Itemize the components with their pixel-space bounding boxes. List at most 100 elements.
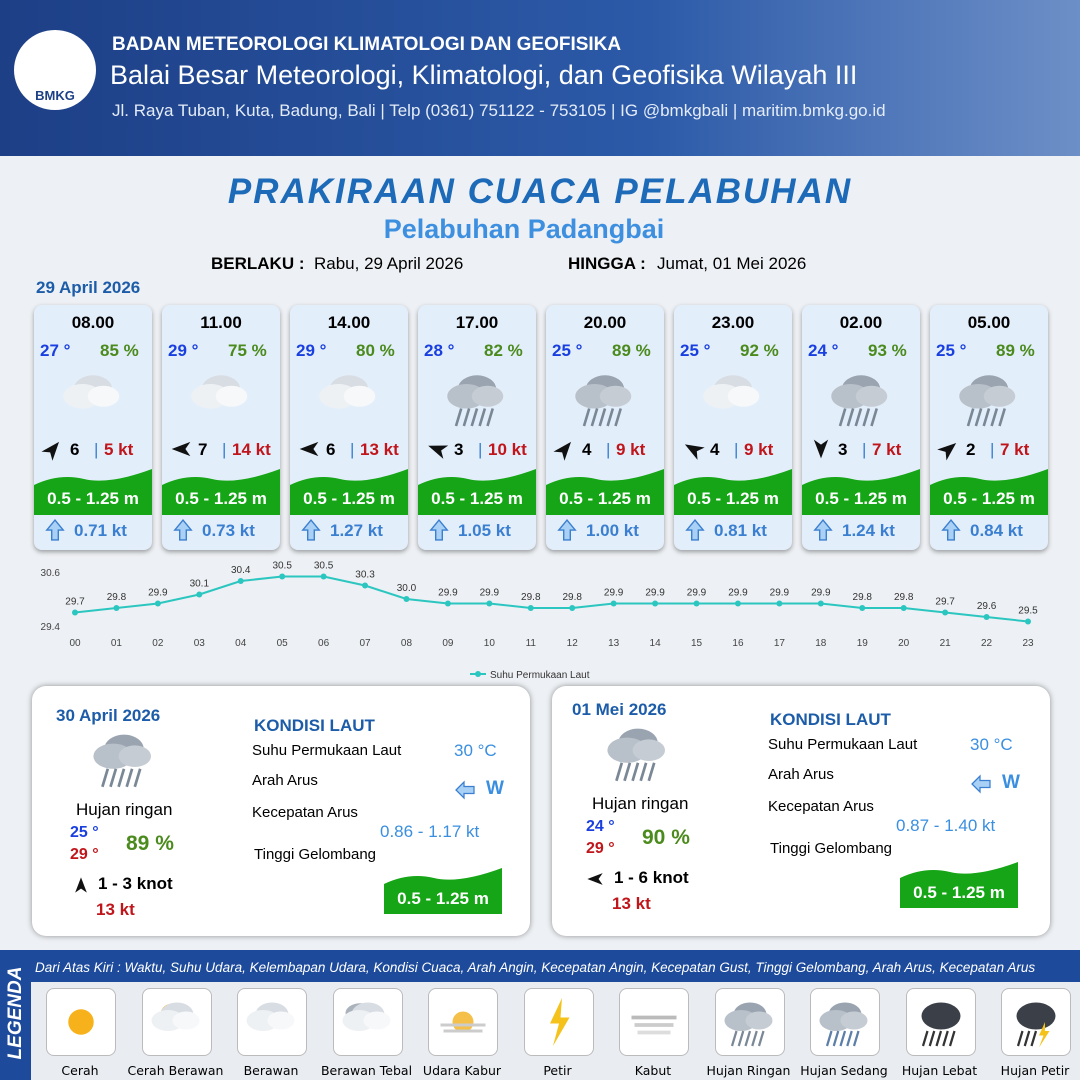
icon-part xyxy=(631,762,640,782)
icon-part xyxy=(117,768,126,788)
wave-shape xyxy=(34,469,152,515)
current-speed: 0.73 kt xyxy=(202,521,255,540)
wave-shape xyxy=(674,469,792,515)
legend-icon-box xyxy=(237,988,307,1056)
humidity: 89 % xyxy=(612,341,651,360)
value-label: 29.9 xyxy=(770,588,790,599)
sst-point xyxy=(776,600,783,607)
sst-point xyxy=(113,605,120,611)
weather: Hujan ringan xyxy=(76,800,173,819)
humidity: 80 % xyxy=(356,341,395,360)
icon-part xyxy=(109,768,118,788)
forecast-card: 05.00 25 ° 89 % 2 | 7 kt 0.5 - 1.25 m 0.84 kt xyxy=(930,305,1048,550)
icon-part xyxy=(267,1011,295,1030)
y-tick-label: 29.4 xyxy=(41,622,61,633)
icon-part xyxy=(928,1030,935,1047)
x-tick-label: 13 xyxy=(608,638,620,649)
gust: 13 kt xyxy=(360,440,399,459)
weather-icon xyxy=(703,375,760,409)
sst-point xyxy=(817,600,824,607)
icon-part xyxy=(486,408,495,427)
temperature: 25 ° xyxy=(936,341,967,360)
icon-part xyxy=(982,408,991,427)
legend-item: Petir xyxy=(543,1063,572,1078)
icon-part xyxy=(68,1009,94,1035)
wind-speed: 4 xyxy=(710,440,720,459)
sea-heading: KONDISI LAUT xyxy=(770,710,891,729)
weather-icon xyxy=(575,375,632,427)
humidity: 89 % xyxy=(126,832,174,855)
sst-point xyxy=(154,600,161,607)
wave-height: 0.5 - 1.25 m xyxy=(559,489,651,508)
icon-part xyxy=(730,1030,738,1047)
icon-part xyxy=(825,1030,833,1047)
icon-part xyxy=(674,469,792,515)
icon-part xyxy=(937,442,957,461)
weather-icon xyxy=(93,734,151,788)
value-label: 29.9 xyxy=(728,588,748,599)
value-label: 29.8 xyxy=(562,592,582,603)
value-label: 29.9 xyxy=(604,588,624,599)
x-tick-label: 03 xyxy=(194,638,206,649)
legend-icon-box xyxy=(428,988,498,1056)
forecast-card: 11.00 29 ° 75 % 7 | 14 kt 0.5 - 1.25 m 0.73 kt xyxy=(162,305,280,550)
value-label: 29.9 xyxy=(438,588,458,599)
legend-icon-box xyxy=(332,988,403,1056)
wave-box: 0.5 - 1.25 m xyxy=(384,864,502,914)
current-dir: W xyxy=(486,778,504,799)
icon-part xyxy=(647,762,656,782)
icon-part xyxy=(125,768,134,788)
current-arrow xyxy=(173,519,193,541)
sst-point xyxy=(942,609,949,616)
gust: 5 kt xyxy=(104,440,134,459)
sst: 30 °C xyxy=(454,741,497,760)
legend-icon-box xyxy=(523,988,594,1056)
x-tick-label: 07 xyxy=(359,638,371,649)
icon-part xyxy=(802,469,920,515)
date: 30 April 2026 xyxy=(56,706,161,725)
value-label: 29.8 xyxy=(107,592,127,603)
icon-part xyxy=(171,441,191,457)
sst-point xyxy=(444,600,451,607)
x-tick-label: 05 xyxy=(277,638,289,649)
time: 05.00 xyxy=(967,313,1011,332)
x-tick-label: 01 xyxy=(111,638,123,649)
header: BMKG BADAN METEOROLOGI KLIMATOLOGI DAN G… xyxy=(0,0,1080,156)
current-speed: 1.00 kt xyxy=(586,521,639,540)
icon-part xyxy=(454,408,463,427)
legend-icon xyxy=(440,1011,486,1033)
legend-side xyxy=(0,950,31,1080)
separator: | xyxy=(734,440,739,459)
legend-icon xyxy=(1016,1002,1056,1048)
icon-part xyxy=(930,469,1048,515)
wind-arrow xyxy=(587,873,603,885)
legend-icon xyxy=(151,1002,199,1031)
icon-part xyxy=(299,441,319,457)
value-label: 30.4 xyxy=(231,565,251,576)
x-tick-label: 06 xyxy=(318,638,330,649)
wave-height: 0.5 - 1.25 m xyxy=(815,489,907,508)
legend-strip xyxy=(0,950,1080,982)
day-panel: 30 April 2026 Hujan ringan 25 ° 29 ° 89 % 1 -… xyxy=(32,686,530,936)
wave-shape xyxy=(546,469,664,515)
legend-label: Suhu Permukaan Laut xyxy=(490,670,590,681)
separator: | xyxy=(222,440,227,459)
sst-point xyxy=(403,596,410,602)
wave-shape xyxy=(162,469,280,515)
icon-part xyxy=(852,1030,860,1047)
wind-speed: 3 xyxy=(454,440,464,459)
icon-part xyxy=(934,1030,942,1047)
icon-part xyxy=(363,1011,390,1030)
sst-point xyxy=(610,600,617,607)
icon-part xyxy=(623,762,632,782)
x-tick-label: 16 xyxy=(732,638,744,649)
weather-icon xyxy=(959,375,1016,427)
current-speed: 1.27 kt xyxy=(330,521,383,540)
legend-icon-box xyxy=(619,988,689,1056)
gust: 13 kt xyxy=(612,894,651,913)
icon-part xyxy=(854,408,863,427)
wave-height: 0.5 - 1.25 m xyxy=(431,489,523,508)
legend-icon xyxy=(68,1009,94,1035)
icon-part xyxy=(290,469,408,515)
temperature: 24 ° xyxy=(808,341,839,360)
